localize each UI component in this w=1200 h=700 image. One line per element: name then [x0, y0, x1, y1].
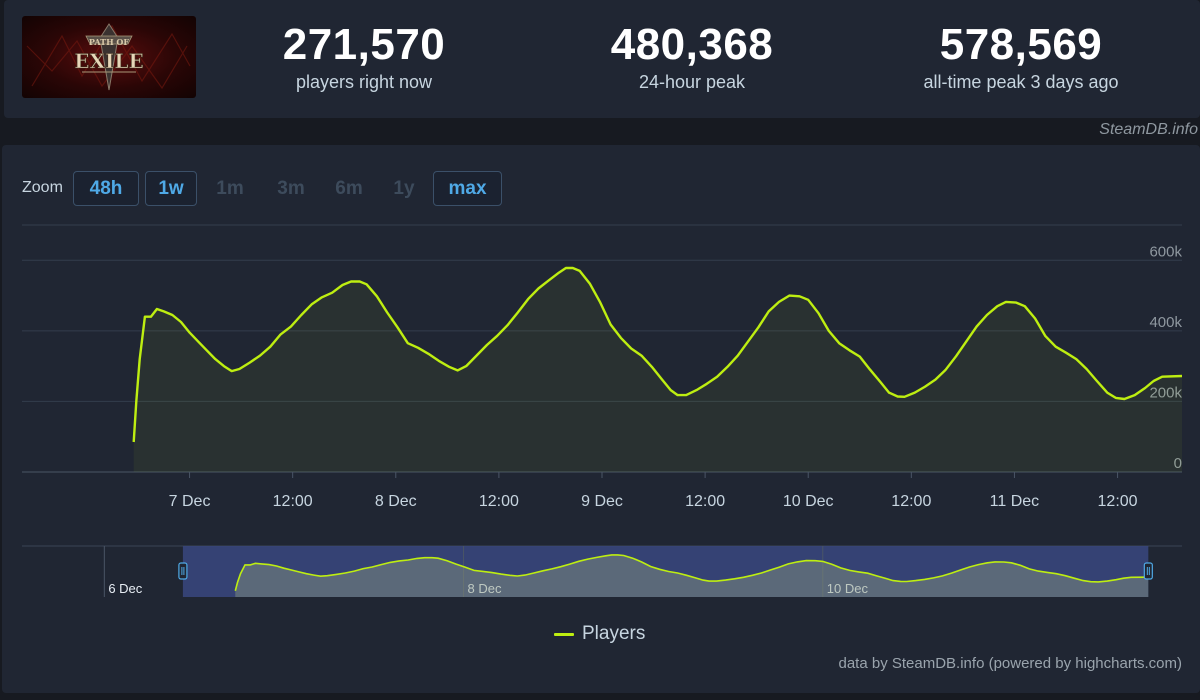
x-tick-label: 12:00: [273, 493, 313, 510]
y-tick-label: 600k: [1149, 243, 1182, 260]
game-logo[interactable]: PATH OF EXILE: [22, 16, 196, 98]
stat-value: 480,368: [610, 20, 774, 69]
steamdb-credit[interactable]: SteamDB.info: [1099, 121, 1198, 138]
zoom-1m-button[interactable]: 1m: [205, 171, 255, 206]
navigator-series-area: [235, 554, 1149, 597]
stat-value: 271,570: [282, 20, 446, 69]
navigator-label: 6 Dec: [108, 581, 142, 596]
data-credit[interactable]: data by SteamDB.info (powered by highcha…: [838, 655, 1183, 672]
zoom-48h-button[interactable]: 48h: [73, 171, 139, 206]
x-tick-label: 11 Dec: [990, 493, 1040, 510]
y-tick-label: 0: [1174, 455, 1182, 472]
stat-value: 578,569: [939, 20, 1103, 69]
stat-label: all-time peak 3 days ago: [923, 72, 1119, 92]
x-tick-label: 12:00: [1098, 493, 1138, 510]
x-tick-label: 12:00: [891, 493, 931, 510]
zoom-3m-button[interactable]: 3m: [266, 171, 316, 206]
navigator-label: 8 Dec: [468, 581, 502, 596]
stat-label: players right now: [295, 72, 433, 92]
players-series-line: [132, 266, 1183, 443]
navigator-label: 10 Dec: [827, 581, 869, 596]
player-count-chart[interactable]: 0 200k 400k 600k 7 Dec 12:00 8 Dec 12:00 9 Dec 12…: [2, 145, 1200, 615]
navigator-series-line: [234, 554, 1149, 592]
stat-label: 24-hour peak: [638, 72, 746, 92]
chart-panel: Zoom 48h 1w 1m 3m 6m 1y max 0 200k 400k 600…: [2, 145, 1200, 693]
stat-current-players: 271,570 players right now: [244, 22, 484, 93]
stat-all-time-peak: 578,569 all-time peak 3 days ago: [890, 22, 1152, 93]
zoom-label: Zoom: [22, 179, 63, 196]
zoom-1w-button[interactable]: 1w: [145, 171, 197, 206]
navigator-left-handle[interactable]: [178, 562, 188, 580]
legend-item-players: Players: [582, 623, 646, 644]
svg-text:PATH OF: PATH OF: [89, 37, 129, 47]
x-tick-label: 7 Dec: [169, 493, 211, 510]
y-tick-label: 400k: [1149, 314, 1182, 331]
zoom-max-button[interactable]: max: [433, 171, 502, 206]
x-tick-label: 10 Dec: [783, 493, 834, 510]
path-of-exile-logo-image: PATH OF EXILE: [26, 23, 191, 91]
chart-legend[interactable]: Players: [554, 623, 645, 645]
players-series-area: [133, 268, 1183, 472]
x-tick-label: 8 Dec: [375, 493, 417, 510]
navigator-right-handle[interactable]: [1143, 562, 1153, 580]
svg-text:EXILE: EXILE: [74, 49, 143, 73]
y-tick-label: 200k: [1149, 384, 1182, 401]
zoom-6m-button[interactable]: 6m: [324, 171, 374, 206]
stats-panel: PATH OF EXILE 271,570 players right now …: [4, 0, 1200, 118]
x-tick-label: 9 Dec: [581, 493, 623, 510]
stat-24h-peak: 480,368 24-hour peak: [572, 22, 812, 93]
x-tick-label: 12:00: [685, 493, 725, 510]
zoom-1y-button[interactable]: 1y: [379, 171, 429, 206]
legend-line-icon: [554, 632, 574, 636]
x-tick-label: 12:00: [479, 493, 519, 510]
